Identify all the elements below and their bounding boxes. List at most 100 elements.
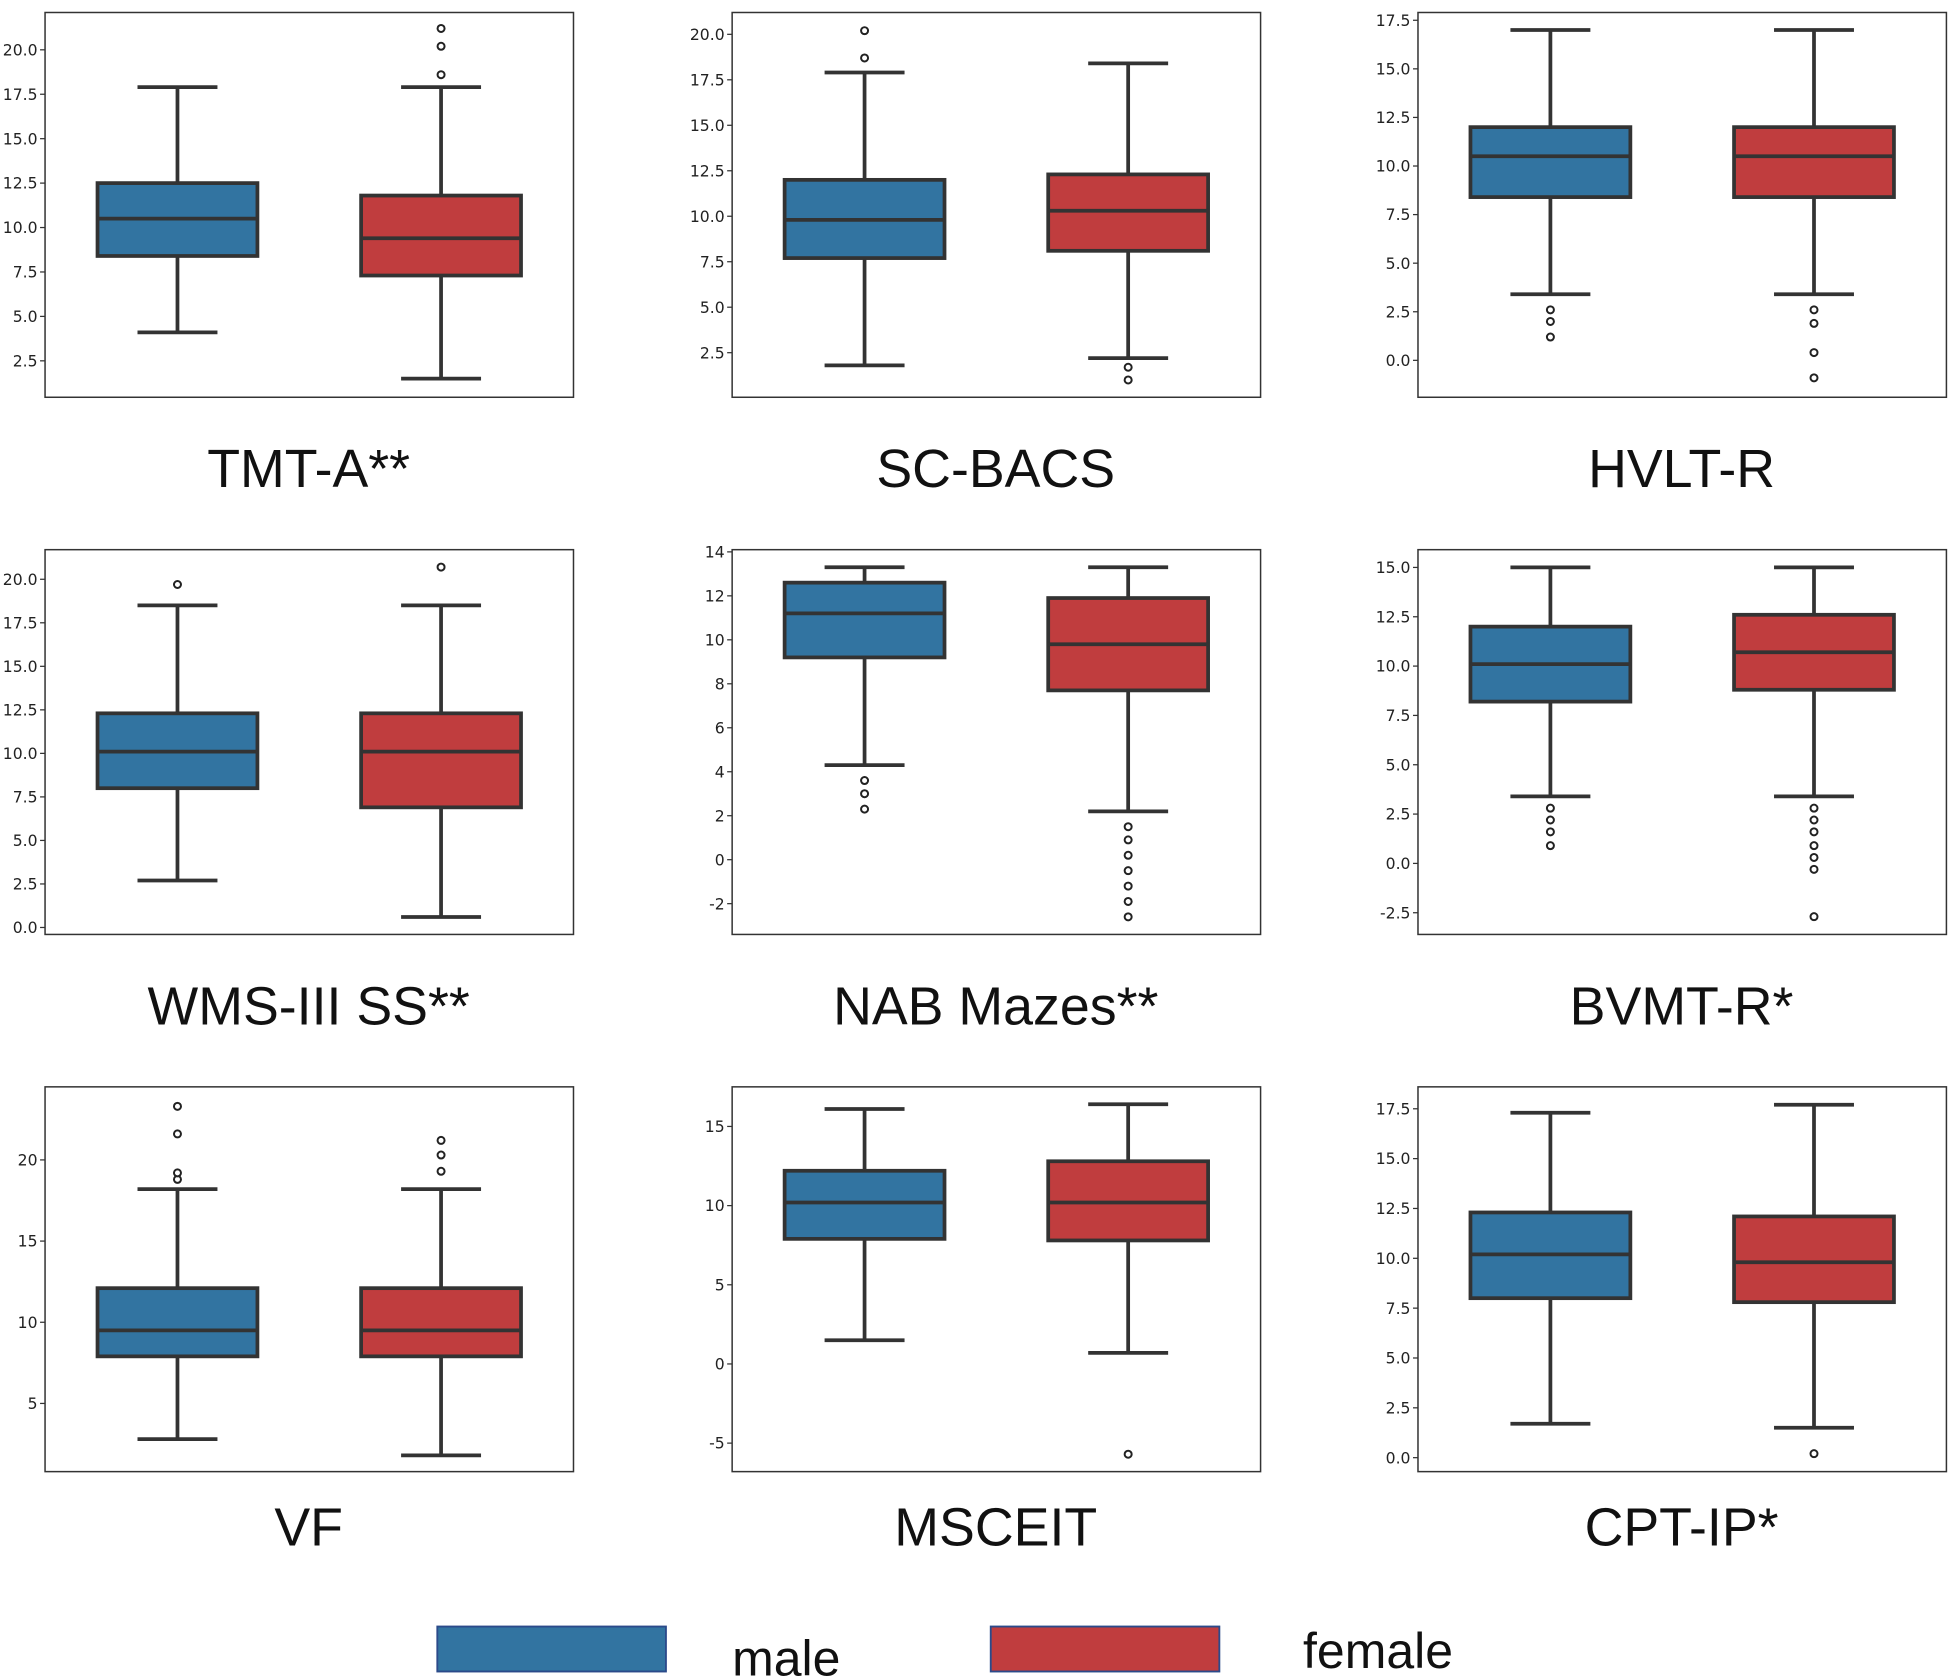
y-tick-label: -2 <box>709 895 725 913</box>
panel-title: SC-BACS <box>876 439 1115 499</box>
y-tick-label: 15.0 <box>1376 60 1411 78</box>
panel-title: CPT-IP* <box>1585 1497 1779 1557</box>
outlier-point <box>1123 362 1133 372</box>
y-tick-label: 10.0 <box>1376 1250 1411 1268</box>
male-box <box>782 1107 947 1343</box>
female-box <box>359 1135 523 1458</box>
y-tick-label: 5 <box>715 1276 725 1294</box>
plot-frame <box>44 1086 575 1473</box>
outlier-point <box>1809 373 1819 383</box>
outlier-point <box>860 804 870 814</box>
y-tick-label: 17.5 <box>3 86 38 104</box>
panel-title: TMT-A** <box>207 439 410 499</box>
y-tick-label: 15.0 <box>690 117 725 135</box>
outlier-point <box>1123 912 1133 922</box>
y-tick-label: 17.5 <box>1376 12 1411 30</box>
outlier-point <box>436 70 446 80</box>
y-tick-label: 5.0 <box>1386 1350 1411 1368</box>
y-tick-label: 14 <box>705 543 725 561</box>
outlier-point <box>860 789 870 799</box>
male-box <box>95 579 260 883</box>
y-tick-label: 12.5 <box>1376 608 1411 626</box>
male-box <box>1468 1110 1633 1426</box>
outlier-point <box>1545 305 1555 315</box>
y-tick-label: 7.5 <box>1386 707 1411 725</box>
male-box <box>1468 28 1633 342</box>
y-tick-label: 15.0 <box>1376 559 1411 577</box>
panels: 2.55.07.510.012.515.017.520.0TMT-A**2.55… <box>3 11 1948 1557</box>
panel-wms-iii-ss: 0.0 2.5 5.0 7.5 10.0 12.5 15.0 17.5 20.0 WMS-III … <box>3 548 575 1036</box>
plot-frame <box>44 548 575 936</box>
outlier-point <box>860 53 870 63</box>
y-tick-label: 20.0 <box>690 26 725 44</box>
y-tick-label: 5.0 <box>13 308 38 326</box>
plot-frame <box>731 11 1262 399</box>
y-tick-label: 15 <box>18 1233 38 1251</box>
y-tick-label: 2.5 <box>700 344 725 362</box>
iqr-box <box>1732 125 1896 199</box>
y-tick-label: 15.0 <box>3 658 38 676</box>
outlier-point <box>436 1150 446 1160</box>
y-tick-label: 0.0 <box>1386 855 1411 873</box>
outlier-point <box>172 579 182 589</box>
outlier-point <box>172 1129 182 1139</box>
y-tick-label: 17.5 <box>1376 1100 1411 1118</box>
panel-msceit: -5 0 5 10 15 MSCEIT <box>705 1086 1262 1557</box>
male-box <box>782 565 947 814</box>
panel-nab-mazes: -2 0 2 4 6 8 10 12 14 NAB Mazes** <box>705 543 1262 1036</box>
y-tick-label: 0.0 <box>1386 352 1411 370</box>
y-tick-label: 2.5 <box>13 876 38 894</box>
outlier-point <box>860 776 870 786</box>
y-tick-label: 12.5 <box>3 175 38 193</box>
outlier-point <box>436 41 446 51</box>
outlier-point <box>1545 316 1555 326</box>
panel-title: MSCEIT <box>894 1497 1097 1557</box>
female-box <box>1732 565 1896 922</box>
outlier-point <box>1123 822 1133 832</box>
y-tick-label: 0.0 <box>13 919 38 937</box>
y-tick-label: 17.5 <box>690 71 725 89</box>
outlier-point <box>1123 881 1133 891</box>
iqr-box <box>1732 1214 1896 1305</box>
iqr-box <box>359 711 523 810</box>
y-tick-label: 12 <box>705 587 725 605</box>
y-tick-label: 7.5 <box>1386 1300 1411 1318</box>
y-tick-label: 5 <box>28 1395 38 1413</box>
y-tick-label: 10.0 <box>3 219 38 237</box>
outlier-point <box>436 562 446 572</box>
y-tick-label: 8 <box>715 675 725 693</box>
y-tick-label: 10 <box>705 1197 725 1215</box>
y-tick-label: 2.5 <box>13 352 38 370</box>
iqr-box <box>359 193 523 278</box>
y-tick-label: 5.0 <box>1386 756 1411 774</box>
y-tick-label: 12.5 <box>3 701 38 719</box>
panel-tmt-a: 2.5 5.0 7.5 10.0 12.5 15.0 17.5 20.0 TMT-A** <box>3 11 575 499</box>
female-box <box>359 23 523 381</box>
female-box <box>1046 1102 1210 1459</box>
panel-vf: 5 10 15 20 VF <box>18 1086 575 1557</box>
y-tick-label: 10 <box>18 1314 38 1332</box>
y-tick-label: 5.0 <box>1386 255 1411 273</box>
y-tick-label: 2.5 <box>1386 303 1411 321</box>
male-box <box>1468 565 1633 851</box>
outlier-point <box>1809 864 1819 874</box>
y-tick-label: 10.0 <box>690 208 725 226</box>
outlier-point <box>172 1101 182 1111</box>
outlier-point <box>436 1135 446 1145</box>
y-tick-label: 5.0 <box>700 299 725 317</box>
iqr-box <box>359 1286 523 1359</box>
female-box <box>359 562 523 919</box>
legend-label-female: female <box>1303 1623 1453 1679</box>
panel-title: NAB Mazes** <box>833 976 1158 1036</box>
outlier-point <box>1809 815 1819 825</box>
panel-sc-bacs: 2.5 5.0 7.5 10.0 12.5 15.0 17.5 20.0 SC-BACS <box>690 11 1262 499</box>
y-tick-label: 5.0 <box>13 832 38 850</box>
outlier-point <box>1809 1449 1819 1459</box>
panel-cpt-ip: 0.0 2.5 5.0 7.5 10.0 12.5 15.0 17.5 CPT-IP* <box>1376 1086 1948 1557</box>
y-tick-label: 2 <box>715 807 725 825</box>
panel-title: VF <box>274 1497 343 1557</box>
male-box <box>95 1101 260 1442</box>
panel-title: BVMT-R* <box>1570 976 1794 1036</box>
legend-swatch-female <box>989 1625 1221 1673</box>
